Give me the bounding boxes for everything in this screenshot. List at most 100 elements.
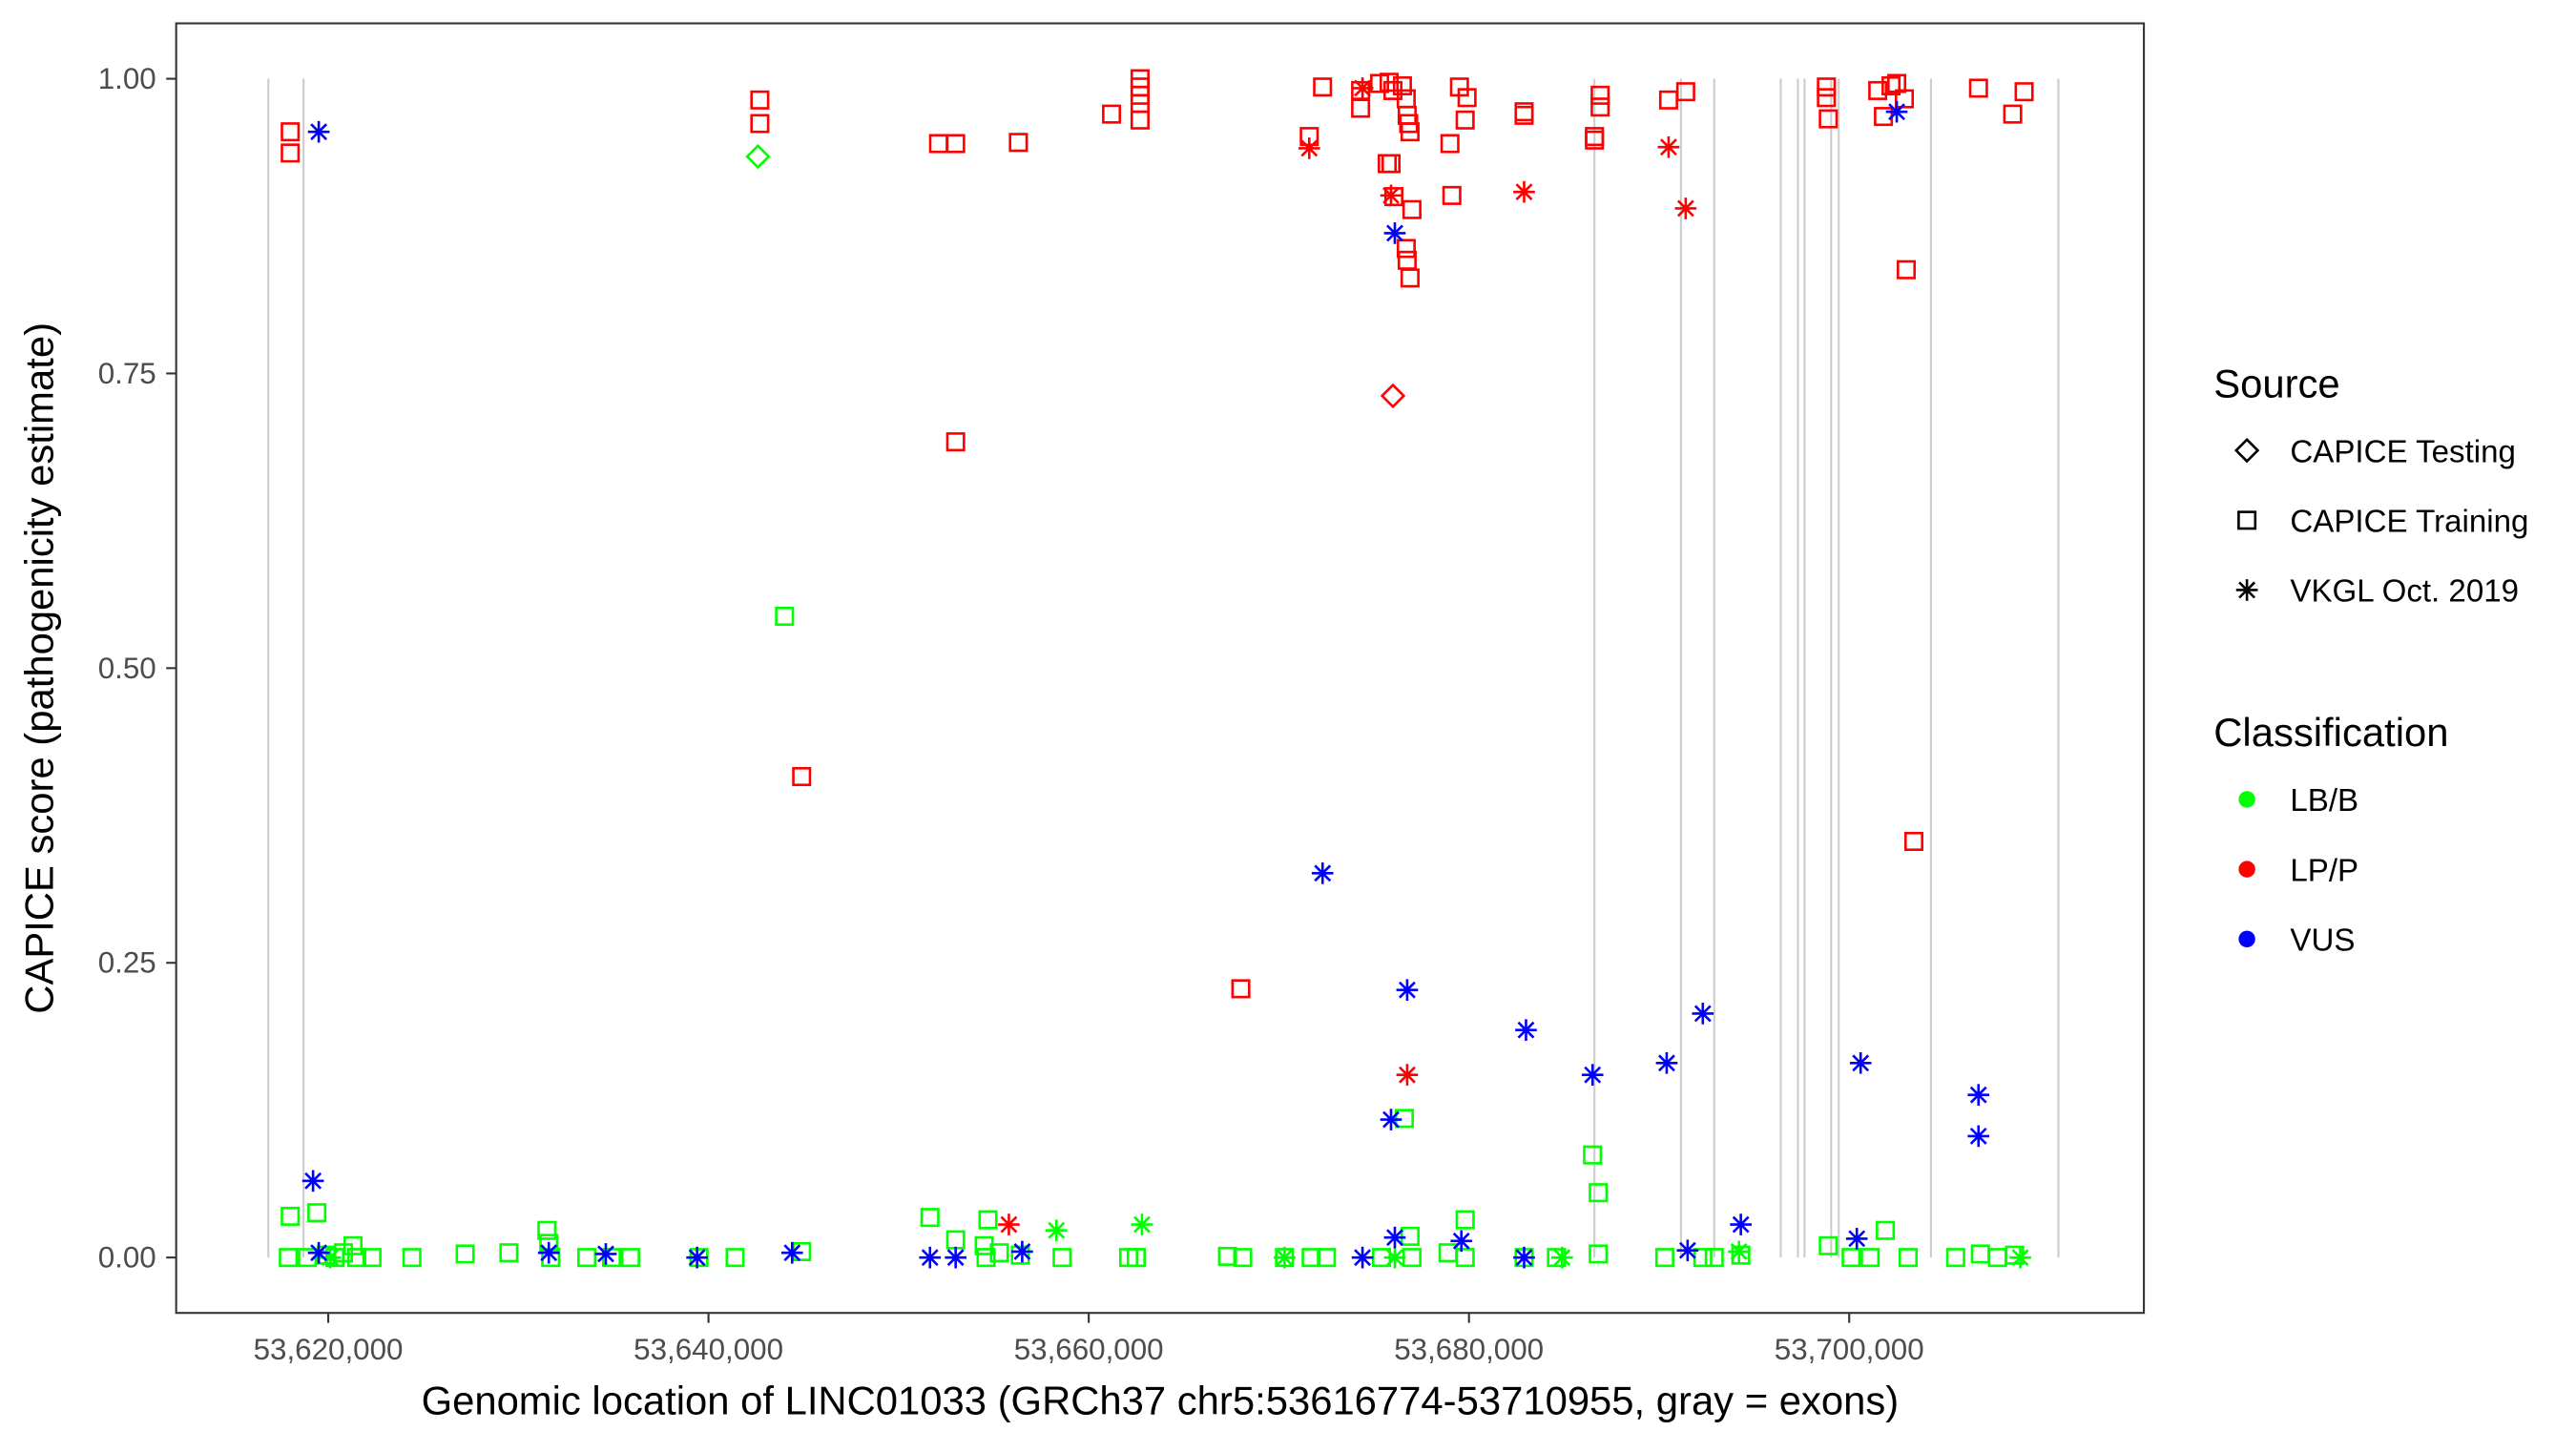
legend: Source CAPICE Testing CAPICE Training VKGL… — [2213, 361, 2528, 958]
data-point — [1590, 97, 1610, 117]
data-point — [1657, 135, 1680, 158]
data-point — [537, 1220, 557, 1240]
data-point — [1868, 80, 1888, 100]
legend-classification-title: Classification — [2213, 710, 2448, 755]
data-point — [280, 143, 301, 163]
data-point — [686, 1246, 708, 1269]
data-point — [1583, 1145, 1603, 1165]
data-point — [1589, 1183, 1609, 1203]
data-point — [1903, 831, 1923, 852]
legend-source-item: VKGL Oct. 2019 — [2290, 574, 2519, 610]
data-point — [1455, 1248, 1475, 1268]
data-point — [1383, 1246, 1406, 1269]
y-tick-label: 0.50 — [98, 652, 156, 685]
data-point — [2009, 1246, 2031, 1269]
data-point — [1967, 1125, 1990, 1148]
data-point — [1313, 77, 1333, 97]
data-point — [1513, 180, 1535, 203]
data-point — [1317, 1248, 1337, 1268]
data-point — [1845, 1228, 1868, 1250]
data-point — [725, 1248, 745, 1268]
data-point — [1881, 75, 1901, 95]
data-point — [1131, 1213, 1153, 1235]
data-point — [1849, 1051, 1872, 1074]
data-point — [537, 1241, 560, 1264]
data-point — [792, 767, 812, 787]
data-point — [620, 1248, 640, 1268]
data-point — [402, 1248, 422, 1268]
legend-diamond-icon — [2233, 437, 2260, 464]
data-point — [1008, 133, 1028, 153]
data-point — [1818, 1235, 1839, 1255]
data-point — [307, 120, 330, 143]
data-point — [978, 1210, 998, 1230]
legend-asterisk-icon — [2235, 579, 2258, 601]
y-tick-label: 0.00 — [98, 1241, 156, 1275]
data-point — [1045, 1219, 1068, 1242]
data-point — [919, 1246, 942, 1269]
data-point — [1728, 1240, 1750, 1263]
data-point — [1380, 1109, 1402, 1130]
data-point — [780, 1241, 803, 1264]
data-point — [1217, 1246, 1237, 1266]
data-point — [1676, 1239, 1699, 1262]
x-tick-label: 53,660,000 — [1014, 1333, 1164, 1366]
data-point — [1400, 122, 1420, 142]
data-point — [775, 606, 795, 627]
data-points — [279, 69, 2034, 1269]
data-point — [1351, 98, 1371, 118]
data-point — [1581, 1064, 1604, 1086]
data-point — [1455, 1210, 1475, 1230]
data-point — [1692, 1003, 1714, 1025]
data-point — [750, 114, 770, 134]
data-point — [1585, 127, 1605, 147]
data-point — [1010, 1245, 1030, 1265]
data-point — [499, 1243, 519, 1263]
data-point — [280, 122, 301, 142]
data-point — [1841, 1248, 1861, 1268]
data-point — [1898, 1248, 1919, 1268]
data-point — [745, 143, 771, 170]
data-point — [1311, 862, 1334, 884]
x-axis-title: Genomic location of LINC01033 (GRCh37 ch… — [422, 1378, 1900, 1422]
y-axis: 0.00 0.25 0.50 0.75 1.00 — [98, 62, 177, 1275]
data-point — [1674, 197, 1697, 219]
data-point — [750, 90, 770, 110]
legend-classification-item: LB/B — [2290, 783, 2358, 819]
data-point — [1817, 77, 1837, 97]
data-point — [280, 1206, 301, 1226]
data-point — [1945, 1248, 1965, 1268]
data-point — [1381, 154, 1402, 174]
y-axis-title: CAPICE score (pathogenicity estimate) — [17, 322, 62, 1014]
data-point — [1383, 222, 1406, 244]
legend-dot-icon — [2238, 861, 2255, 878]
x-tick-label: 53,620,000 — [254, 1333, 404, 1366]
data-point — [1450, 1230, 1473, 1253]
data-point — [1383, 1226, 1406, 1249]
data-point — [976, 1248, 996, 1268]
data-point — [1457, 88, 1477, 108]
data-point — [1704, 1248, 1724, 1268]
data-point — [1380, 184, 1402, 207]
legend-source-item: CAPICE Training — [2290, 505, 2528, 540]
data-point — [1102, 104, 1122, 124]
data-point — [1351, 77, 1374, 99]
y-tick-label: 0.25 — [98, 946, 156, 980]
data-point — [945, 134, 966, 154]
data-point — [1130, 110, 1150, 130]
exon-lines — [267, 78, 2060, 1258]
data-point — [2003, 104, 2023, 124]
legend-dot-icon — [2238, 930, 2255, 947]
data-point — [1876, 1220, 1896, 1240]
data-point — [301, 1170, 324, 1192]
data-point — [1655, 1051, 1678, 1074]
data-point — [1513, 1246, 1535, 1269]
data-point — [1442, 185, 1462, 205]
data-point — [1885, 100, 1908, 123]
data-point — [1392, 75, 1412, 95]
data-point — [1818, 109, 1839, 129]
data-point — [1860, 1248, 1880, 1268]
data-point — [1967, 1084, 1990, 1106]
data-point — [1402, 199, 1422, 219]
